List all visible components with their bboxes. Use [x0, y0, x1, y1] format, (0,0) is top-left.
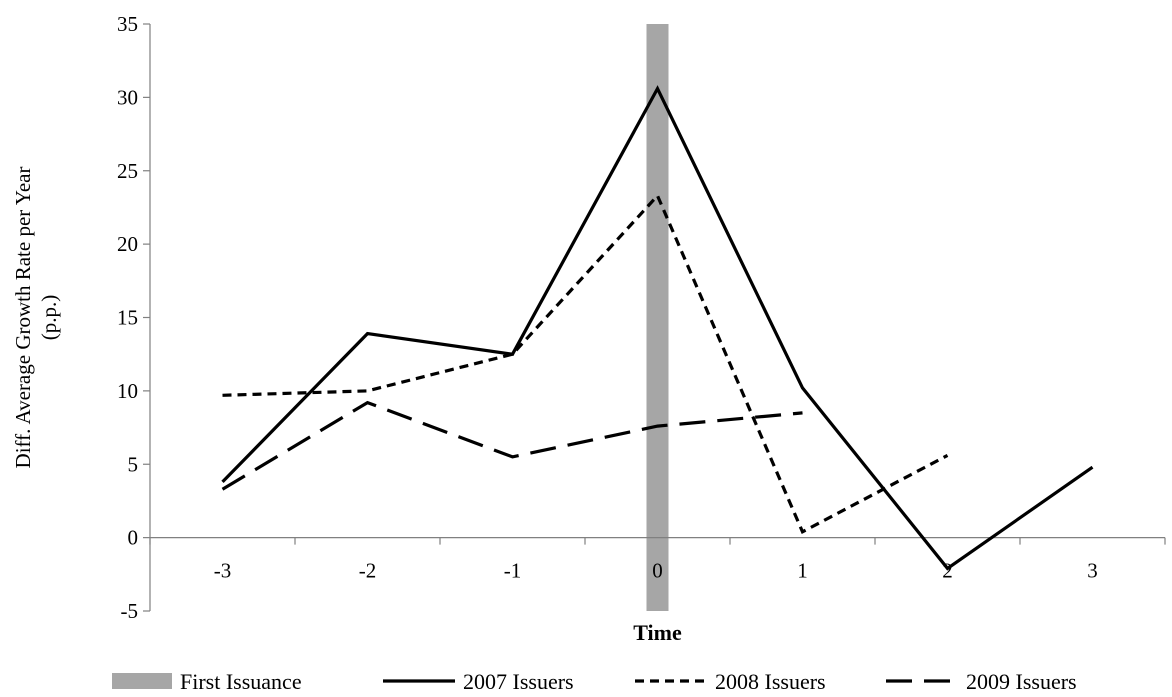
x-tick-label: 1: [797, 559, 808, 583]
y-tick-label: -5: [121, 599, 139, 623]
y-axis-title-line: Diff. Average Growth Rate per Year: [11, 167, 35, 469]
series-2007-issuers: [221, 85, 1094, 571]
y-tick-label: 15: [117, 306, 138, 330]
x-tick-label: -3: [214, 559, 232, 583]
y-axis-title-line: (p.p.): [37, 295, 61, 341]
legend-label: First Issuance: [180, 669, 302, 694]
y-axis-title: Diff. Average Growth Rate per Year(p.p.): [11, 167, 61, 469]
legend-item: 2009 Issuers: [886, 669, 1077, 694]
legend-item: 2008 Issuers: [635, 669, 826, 694]
y-tick-label: 5: [128, 452, 139, 476]
y-tick-label: 10: [117, 379, 138, 403]
legend-item: 2007 Issuers: [383, 669, 574, 694]
x-tick-label: 2: [942, 559, 953, 583]
y-tick-label: 25: [117, 159, 138, 183]
first-issuance-band: [646, 24, 669, 611]
legend-label: 2009 Issuers: [966, 669, 1077, 694]
legend-label: 2007 Issuers: [463, 669, 574, 694]
y-tick-label: 30: [117, 85, 138, 109]
x-tick-label: -2: [359, 559, 377, 583]
series-2008-issuers: [222, 192, 949, 535]
x-tick-label: 3: [1087, 559, 1098, 583]
y-tick-label: 0: [128, 526, 139, 550]
x-tick-label: -1: [504, 559, 522, 583]
legend-item: First Issuance: [112, 669, 302, 694]
legend-label: 2008 Issuers: [715, 669, 826, 694]
legend-swatch-first-issuance: [112, 673, 172, 689]
series-2009-issuers: [221, 400, 803, 491]
y-tick-label: 35: [117, 12, 138, 36]
x-axis-title: Time: [633, 620, 682, 645]
y-tick-label: 20: [117, 232, 138, 256]
x-tick-label: 0: [652, 559, 663, 583]
